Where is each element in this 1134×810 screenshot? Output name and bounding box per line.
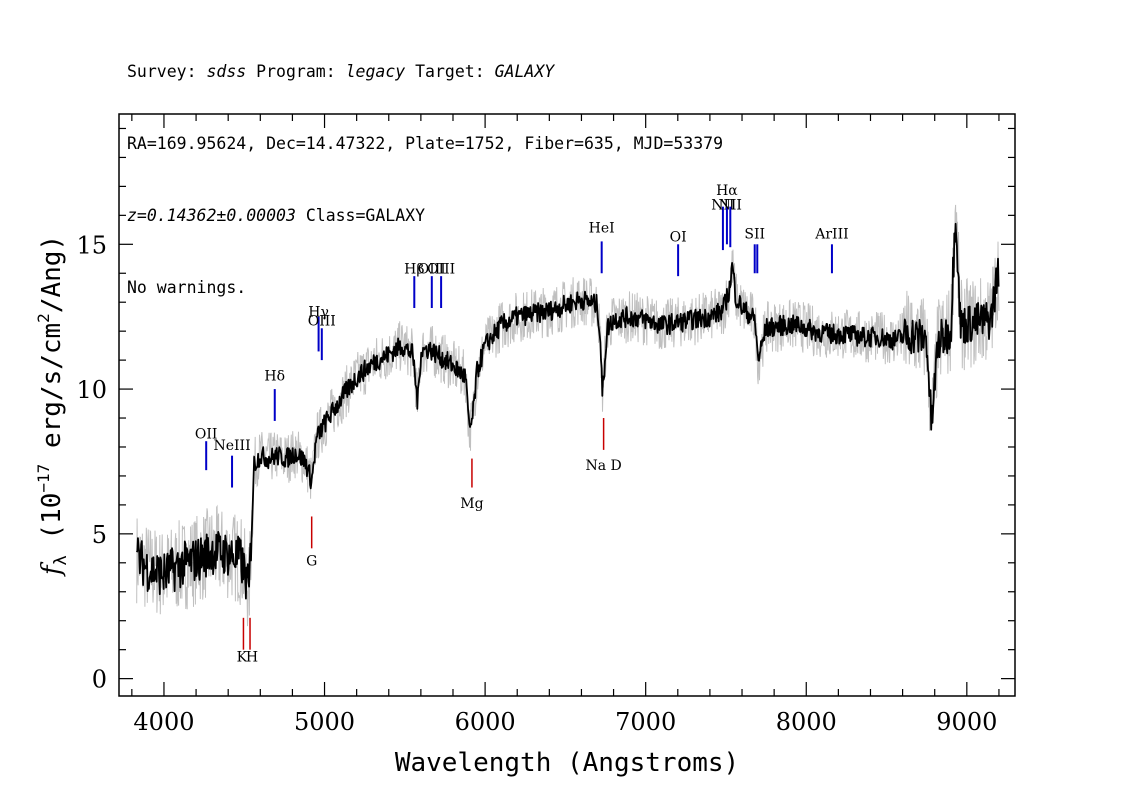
emission-line-label: OI [670, 229, 687, 245]
target-label: Target: [405, 62, 495, 81]
y-tick-label: 15 [76, 231, 107, 259]
emission-line-label: Hβ [404, 261, 424, 277]
emission-line-label: Hδ [264, 368, 285, 384]
spectrum-header: Survey: sdss Program: legacy Target: GAL… [127, 12, 723, 324]
emission-line-label: OIII [418, 261, 446, 277]
header-line-survey: Survey: sdss Program: legacy Target: GAL… [127, 60, 723, 84]
emission-line-label: NeIII [213, 438, 250, 454]
header-line-warnings: No warnings. [127, 278, 247, 297]
y-title-exp2: 2 [34, 313, 53, 323]
emission-line-label: OII [195, 426, 218, 442]
x-tick-label: 8000 [776, 708, 837, 736]
axis-tick-labels: 4000 5000 6000 7000 8000 9000 0 5 10 15 [76, 231, 997, 736]
flux-path [135, 222, 1000, 600]
absorption-line-label: G [306, 554, 317, 570]
program-label: Program: [246, 62, 346, 81]
absorption-line-label: H [246, 649, 258, 665]
header-line-coords: RA=169.95624, Dec=14.47322, Plate=1752, … [127, 134, 724, 153]
emission-line-label: NII [711, 198, 734, 214]
emission-line-label: Hα [716, 183, 738, 199]
survey-value: sdss [206, 62, 247, 81]
y-title-exp1: −17 [34, 464, 53, 493]
y-title-mid: erg/s/cm [37, 323, 67, 464]
y-title-lambda: λ [51, 555, 71, 565]
axis-ticks [119, 114, 1015, 696]
x-tick-label: 6000 [455, 708, 516, 736]
emission-line-label: SII [744, 227, 765, 243]
x-tick-label: 5000 [294, 708, 355, 736]
header-line-redshift: z=0.14362±0.00003 Class=GALAXY [127, 204, 723, 228]
error-band-path [136, 204, 1000, 627]
x-tick-label: 7000 [615, 708, 676, 736]
target-value: GALAXY [494, 62, 555, 81]
x-tick-label: 9000 [936, 708, 997, 736]
x-tick-label: 4000 [133, 708, 194, 736]
y-tick-label: 0 [92, 666, 107, 694]
plot-frame [118, 113, 1016, 697]
emission-line-label: ArIII [814, 227, 848, 243]
y-tick-label: 5 [92, 521, 107, 549]
class-value: Class=GALAXY [295, 206, 426, 225]
absorption-line-label: Mg [460, 496, 483, 512]
program-value: legacy [345, 62, 406, 81]
emission-line-label: HeI [589, 221, 615, 237]
redshift-value: z=0.14362±0.00003 [127, 206, 296, 225]
y-tick-label: 10 [76, 376, 107, 404]
absorption-line-label: Na D [585, 458, 621, 474]
y-axis-title: fλ (10−17 erg/s/cm2/Ang) [34, 235, 71, 577]
emission-line-label: Hγ [308, 305, 329, 321]
spectral-line-markers: OIINeIIIHδHγOIIIHβOIIIOIIIHeIOINIIHαNIIS… [195, 183, 849, 665]
absorption-line-label: K [237, 649, 248, 665]
flux-series [135, 222, 1000, 600]
x-axis-title: Wavelength (Angstroms) [395, 748, 739, 778]
y-title-rest: (10 [37, 493, 67, 556]
emission-line-label: OIII [308, 313, 336, 329]
survey-label: Survey: [127, 62, 207, 81]
error-band [136, 204, 1000, 627]
emission-line-label: OIII [427, 261, 455, 277]
y-title-end: /Ang) [37, 235, 67, 313]
emission-line-label: NII [719, 198, 742, 214]
